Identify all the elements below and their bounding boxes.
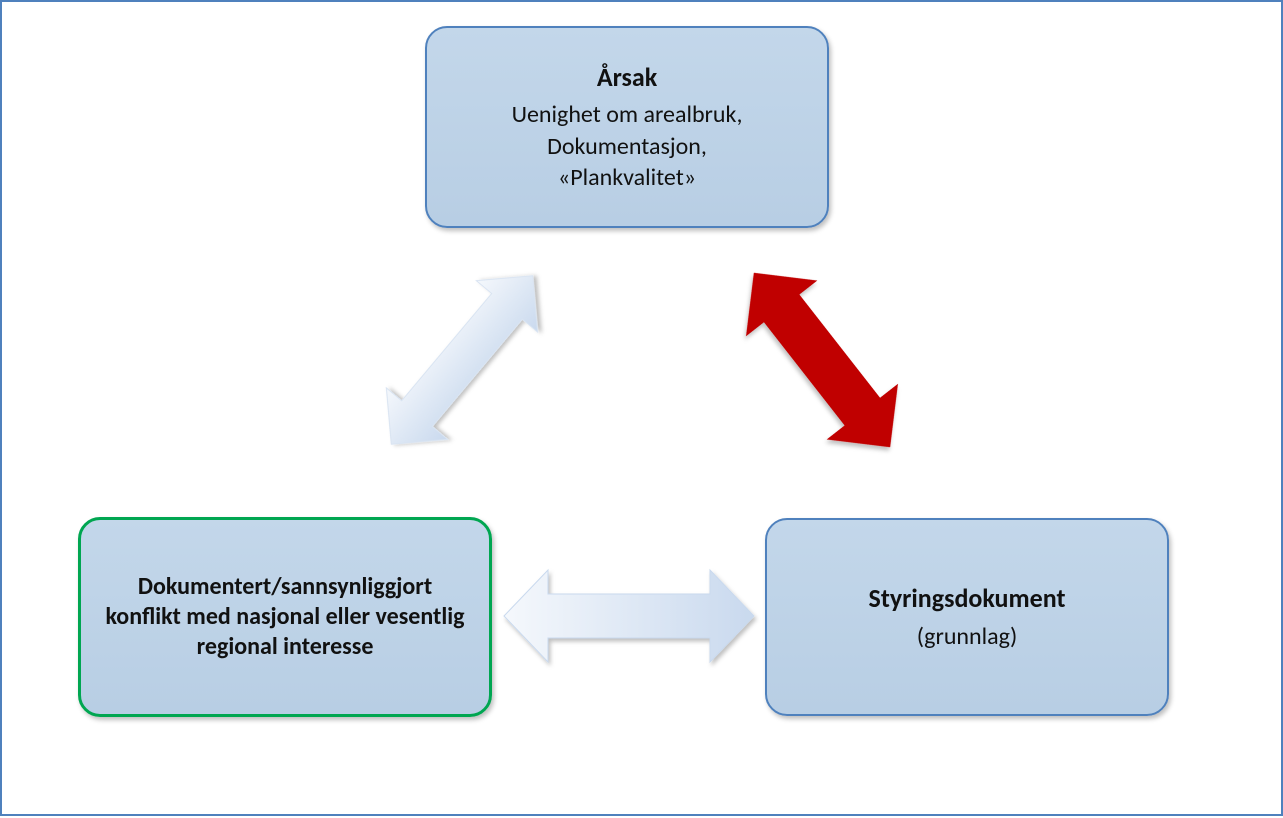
node-arsak: Årsak Uenighet om arealbruk,Dokumentasjo…	[425, 26, 829, 228]
node-title: Dokumentert/sannsynliggjort konflikt med…	[101, 572, 469, 662]
node-subtitle: (grunnlag)	[917, 621, 1017, 652]
node-title: Årsak	[597, 61, 657, 94]
node-subtitle: Uenighet om arealbruk,Dokumentasjon,«Pla…	[512, 99, 743, 193]
diagram-frame: Årsak Uenighet om arealbruk,Dokumentasjo…	[0, 0, 1283, 816]
arrow-bottomleft-to-bottomright	[504, 570, 754, 662]
node-title: Styringsdokument	[869, 582, 1066, 615]
node-konflikt: Dokumentert/sannsynliggjort konflikt med…	[78, 517, 492, 717]
arrow-top-to-bottomleft	[361, 250, 564, 470]
node-styringsdokument: Styringsdokument (grunnlag)	[765, 518, 1169, 716]
arrow-top-to-bottomright	[720, 246, 925, 474]
